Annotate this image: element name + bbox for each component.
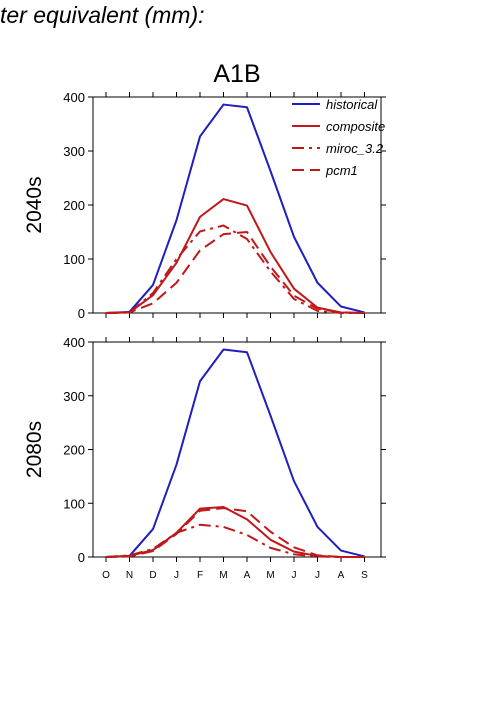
x-tick-label: F bbox=[197, 570, 203, 581]
series-line-composite bbox=[105, 198, 365, 314]
panel-label: 2080s bbox=[23, 421, 46, 478]
legend: historical composite miroc_3.2 pcm1 bbox=[292, 97, 385, 178]
series-line-historical bbox=[105, 348, 365, 558]
y-tick-label: 100 bbox=[63, 496, 85, 511]
x-tick-label: J bbox=[292, 570, 297, 581]
page-title: ter equivalent (mm): bbox=[0, 2, 205, 28]
y-tick-label: 300 bbox=[63, 389, 85, 404]
x-tick-label: J bbox=[315, 570, 320, 581]
y-tick-label: 400 bbox=[63, 90, 85, 105]
series-line-pcm1 bbox=[105, 231, 365, 314]
x-tick-label: S bbox=[361, 570, 368, 581]
legend-label: pcm1 bbox=[325, 163, 358, 178]
x-tick-label: O bbox=[102, 570, 110, 581]
legend-label: miroc_3.2 bbox=[326, 141, 384, 156]
legend-label: historical bbox=[326, 97, 378, 112]
y-tick-label: 200 bbox=[63, 198, 85, 213]
y-tick-label: 300 bbox=[63, 144, 85, 159]
panel-2040s: 0 100 200 300 400 2040s historical composite mir… bbox=[23, 90, 386, 321]
series-line-historical bbox=[105, 103, 365, 314]
series-line-composite bbox=[105, 506, 365, 558]
y-tick-label: 200 bbox=[63, 443, 85, 458]
x-tick-label: M bbox=[219, 570, 227, 581]
y-tick-label: 0 bbox=[78, 306, 85, 321]
x-tick-label: A bbox=[244, 570, 251, 581]
x-tick-label: N bbox=[126, 570, 133, 581]
y-tick-label: 400 bbox=[63, 335, 85, 350]
x-tick-label: D bbox=[149, 570, 156, 581]
x-tick-label: J bbox=[174, 570, 179, 581]
y-tick-label: 0 bbox=[78, 550, 85, 565]
plot-frame bbox=[92, 341, 382, 558]
panel-label: 2040s bbox=[23, 176, 46, 233]
x-tick-label: M bbox=[266, 570, 274, 581]
series-line-miroc-3-2 bbox=[105, 224, 365, 314]
chart-title: A1B bbox=[213, 60, 260, 88]
legend-label: composite bbox=[326, 119, 385, 134]
y-tick-label: 100 bbox=[63, 252, 85, 267]
panel-2080s: 0 100 200 300 400 O N D J F M A M J J A S 2080s bbox=[23, 335, 386, 581]
x-tick-label: A bbox=[338, 570, 345, 581]
series-line-pcm1 bbox=[105, 507, 365, 558]
